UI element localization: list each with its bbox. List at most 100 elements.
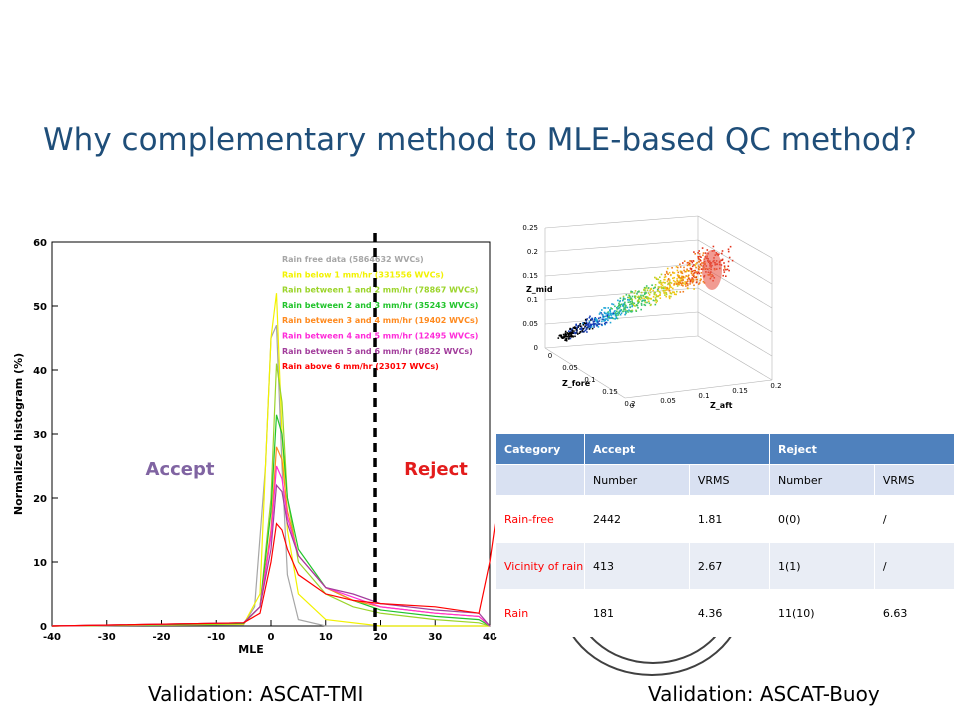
scatter-point [659,292,662,294]
grid-line [544,311,699,325]
scatter-point [608,314,610,317]
aft-tick-label: 0 [630,402,634,410]
scatter-point [676,274,679,276]
scatter-point [679,281,681,283]
scatter-point [721,259,724,261]
scatter-point [666,289,668,291]
scatter-point [698,250,700,252]
scatter-point [612,303,615,306]
legend-entry: Rain free data (5864632 WVCs) [282,255,424,264]
scatter-point [718,253,720,256]
scatter-point [568,333,570,335]
scatter-point [677,275,680,278]
scatter-point [630,303,632,305]
scatter-point [618,310,621,313]
z-tick-label: 0.15 [522,272,538,280]
scatter-point [676,285,679,287]
scatter-point [700,268,703,270]
scatter-point [687,274,690,277]
scatter-point [637,301,640,304]
scatter-point [564,335,567,338]
scatter-point [675,266,678,268]
scatter-point [616,306,618,309]
scatter-point [619,300,621,302]
scatter-point [577,325,580,327]
scatter-point [607,311,610,313]
header-category: Category [495,433,585,465]
aft-tick-label: 0.05 [660,397,676,405]
scatter-point [680,282,682,284]
scatter-point [624,306,627,308]
scatter-point [646,289,649,291]
scatter-point [576,325,579,328]
scatter-point [669,286,671,288]
scatter-point [676,280,679,282]
scatter-point [668,296,671,298]
scatter-point [591,319,594,321]
scatter-point [630,297,633,300]
scatter-point [663,290,665,292]
scatter-point [659,280,662,282]
scatter-point [637,302,639,305]
scatter-point [572,326,575,329]
scatter-point [640,304,643,306]
scatter-point [693,284,695,287]
scatter-point [623,302,626,304]
scatter-point [667,278,670,280]
scatter-point [616,312,619,315]
scatter-point [620,309,623,311]
scatter-point [631,309,633,312]
scatter-point [619,304,622,306]
scatter-point [582,322,584,325]
scatter-point [656,290,659,292]
scatter-point [637,291,639,293]
scatter-point [698,283,700,285]
scatter-point [607,314,610,317]
scatter-point [654,299,656,302]
scatter-point [623,306,625,308]
x-tick-label: 30 [428,632,442,643]
scatter-point [596,325,598,327]
scatter-point [629,301,631,303]
scatter-point [575,330,578,332]
scatter-point [563,337,565,339]
scatter-point [609,308,611,311]
scatter-point [587,326,589,328]
scatter-point [639,298,642,301]
scatter-point [684,276,686,279]
scatter-point [721,250,724,252]
scatter-point [629,303,631,306]
x-tick-label: 10 [319,632,333,643]
scatter-point [568,334,570,336]
scatter-point [614,314,617,317]
grid-line [544,263,699,277]
scatter-point [723,267,726,269]
scatter-point [601,320,603,323]
scatter-point [690,268,693,270]
scatter-point [611,308,613,310]
scatter-point [658,282,661,284]
scatter-point [633,304,635,307]
scatter-point [644,293,646,295]
scatter-point [596,319,598,321]
scatter-point [625,304,627,307]
cell: 1.81 [688,495,770,543]
scatter-point [565,338,567,340]
fore-tick-label: 0.2 [624,400,635,408]
scatter-point [723,269,725,271]
scatter-point [573,327,575,330]
series-line [51,483,491,627]
scatter-point [673,284,675,286]
z-axis-label: Z_mid [526,285,553,294]
scatter-point [696,261,698,264]
scatter-point [636,293,638,295]
scatter-point [640,291,643,294]
scatter-point [586,323,588,325]
fore-tick-label: 0 [548,352,552,360]
scatter-point [638,296,640,298]
scatter-point [616,310,618,312]
scatter-point [691,277,693,279]
scatter-point [615,317,618,319]
scatter-point [657,286,660,288]
scatter-point [607,316,610,318]
